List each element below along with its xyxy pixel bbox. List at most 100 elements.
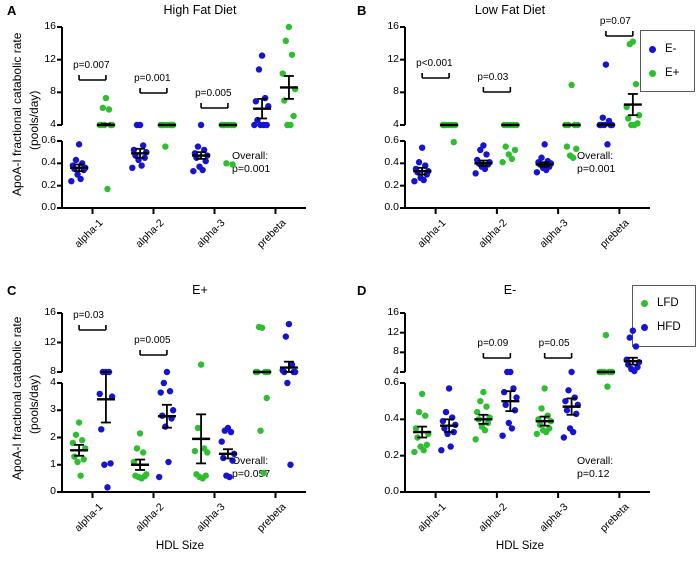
data-point	[96, 390, 103, 398]
p-value-annotation: p=0.07	[599, 16, 631, 27]
data-point	[502, 401, 509, 408]
data-point	[568, 368, 575, 376]
data-point	[165, 458, 172, 466]
data-point	[411, 178, 418, 185]
data-point	[563, 143, 571, 150]
data-point	[415, 159, 423, 166]
data-point	[483, 403, 490, 410]
data-point	[288, 361, 296, 368]
legend-entry-lfd[interactable]: LFD	[641, 297, 679, 309]
data-point	[481, 165, 489, 173]
data-point	[104, 484, 111, 491]
data-point	[450, 138, 457, 146]
overall-block-d: Overall: p=0.12	[577, 455, 613, 481]
data-point	[72, 431, 80, 438]
data-point	[162, 143, 169, 150]
data-point	[511, 146, 519, 154]
p-value-annotation: p=0.005	[195, 88, 232, 99]
data-point	[204, 449, 211, 456]
overall-label-d: Overall:	[577, 455, 614, 467]
data-point	[481, 427, 489, 434]
data-point	[568, 81, 575, 89]
data-point	[508, 155, 516, 163]
data-point	[257, 427, 264, 434]
legend-dot-e-plus	[649, 69, 656, 77]
data-point	[563, 407, 571, 414]
data-point	[223, 160, 230, 167]
data-point	[562, 397, 569, 405]
data-point	[285, 23, 293, 31]
data-point	[78, 437, 86, 444]
data-point	[260, 469, 267, 477]
data-point	[569, 154, 577, 161]
data-point	[483, 151, 490, 158]
p-value-annotation: p=0.03	[73, 310, 104, 321]
data-point	[536, 421, 544, 428]
data-point	[190, 167, 197, 175]
legend-entry-e-minus[interactable]: E-	[649, 43, 677, 55]
overall-p-b: p=0.001	[577, 163, 616, 175]
overall-label-a: Overall:	[232, 150, 269, 162]
data-point	[287, 461, 294, 468]
legend-dot-lfd	[641, 299, 648, 307]
data-point	[631, 121, 638, 129]
data-point	[480, 388, 487, 396]
p-value-annotation: p=0.03	[477, 72, 509, 83]
data-point	[533, 169, 541, 176]
data-point	[218, 438, 225, 445]
legend-entry-e-plus[interactable]: E+	[649, 67, 679, 79]
data-point	[438, 447, 445, 454]
data-point	[160, 379, 168, 387]
data-point	[163, 368, 171, 376]
data-point	[263, 394, 270, 402]
data-point	[631, 367, 638, 375]
data-point	[191, 447, 199, 455]
data-point	[138, 162, 145, 169]
data-point	[511, 407, 519, 414]
data-point	[573, 410, 580, 418]
overall-label-c: Overall:	[232, 455, 269, 467]
x-axis-title-d: HDL Size	[495, 540, 545, 552]
panel-letter-b: B	[357, 3, 367, 18]
legend-dot-hfd	[641, 323, 648, 331]
overall-label-b: Overall:	[577, 150, 614, 162]
data-point	[138, 475, 145, 482]
data-point	[166, 387, 174, 395]
data-point	[565, 387, 572, 394]
data-point	[129, 164, 136, 171]
data-point	[101, 461, 108, 468]
data-point	[75, 141, 83, 148]
data-point	[282, 333, 290, 340]
data-point	[258, 52, 266, 59]
data-point	[543, 166, 550, 174]
data-point	[68, 178, 75, 185]
p-value-annotation: p=0.05	[538, 338, 570, 349]
data-point	[423, 441, 430, 448]
data-point	[77, 175, 84, 183]
data-point	[227, 428, 235, 436]
data-point	[472, 436, 479, 443]
data-point	[105, 106, 113, 113]
data-point	[72, 156, 80, 164]
overall-p-a: p=0.001	[232, 163, 271, 175]
data-point	[484, 419, 492, 427]
data-point	[104, 185, 111, 193]
data-point	[288, 51, 296, 58]
data-point	[510, 385, 517, 392]
data-point	[573, 145, 580, 153]
data-point	[447, 443, 454, 450]
overall-block-b: Overall: p=0.001	[577, 150, 615, 176]
overall-block-a: Overall: p=0.001	[232, 150, 270, 176]
panel-title-c: E+	[192, 283, 208, 297]
x-axis-title-c: HDL Size	[155, 540, 205, 552]
legend-entry-hfd[interactable]: HFD	[641, 321, 681, 333]
data-point	[136, 430, 144, 437]
data-point	[477, 397, 484, 405]
data-point	[604, 141, 611, 148]
panel-letter-c: C	[7, 283, 17, 298]
data-point	[155, 473, 163, 481]
data-point	[169, 407, 177, 414]
data-point	[157, 389, 164, 396]
data-point	[221, 427, 229, 434]
